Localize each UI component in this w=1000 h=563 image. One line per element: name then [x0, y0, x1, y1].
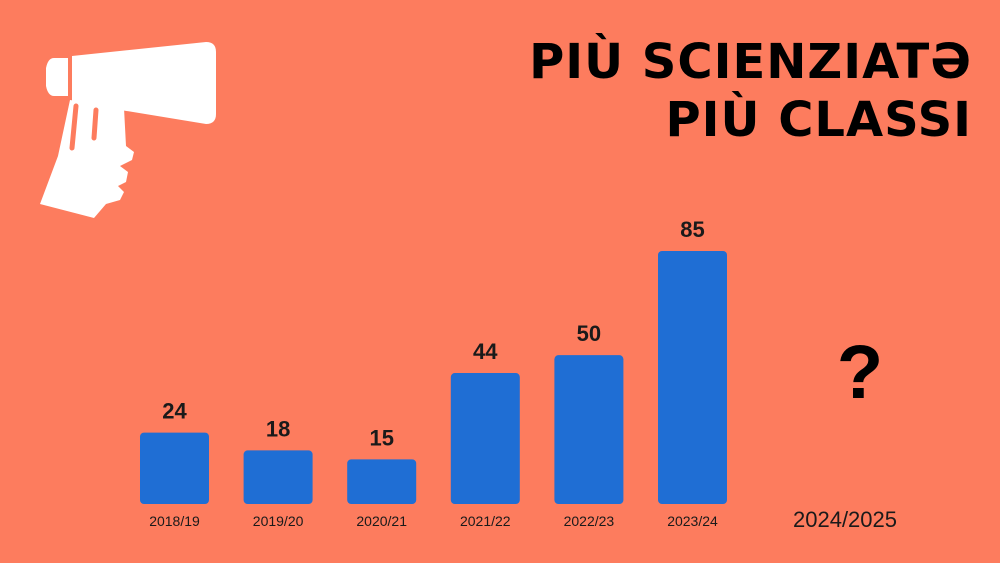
bar-2022-23 [554, 355, 624, 504]
value-label-2020-21: 15 [369, 425, 393, 450]
value-label-2022-23: 50 [577, 321, 601, 346]
bar-2018-19 [140, 432, 209, 504]
tick-label-2020-21: 2020/21 [356, 513, 407, 529]
tick-labels-group: 2018/19 2019/20 2020/21 2021/22 2022/23 2023/… [149, 513, 718, 529]
bar-2021-22 [450, 373, 520, 504]
value-label-2019-20: 18 [266, 416, 290, 441]
future-category-label: 2024/2025 [793, 507, 897, 532]
unknown-value-mark: ? [837, 330, 883, 415]
title-line-2: Più Classi [665, 92, 972, 148]
value-labels-group: 24 18 15 44 50 85 [162, 217, 704, 450]
tick-label-2018-19: 2018/19 [149, 513, 200, 529]
tick-label-2021-22: 2021/22 [460, 513, 511, 529]
value-label-2018-19: 24 [162, 399, 187, 424]
bar-2023-24 [658, 251, 727, 504]
tick-label-2022-23: 2022/23 [564, 513, 615, 529]
value-label-2023-24: 85 [680, 217, 704, 242]
tick-label-2019-20: 2019/20 [253, 513, 304, 529]
bar-2019-20 [243, 450, 313, 504]
tick-label-2023-24: 2023/24 [667, 513, 718, 529]
bars-group [140, 251, 727, 504]
hand-holding-megaphone-icon [40, 42, 216, 218]
title-line-1: Più Scienziatə [529, 34, 972, 90]
bar-2020-21 [347, 459, 417, 504]
value-label-2021-22: 44 [473, 339, 498, 364]
